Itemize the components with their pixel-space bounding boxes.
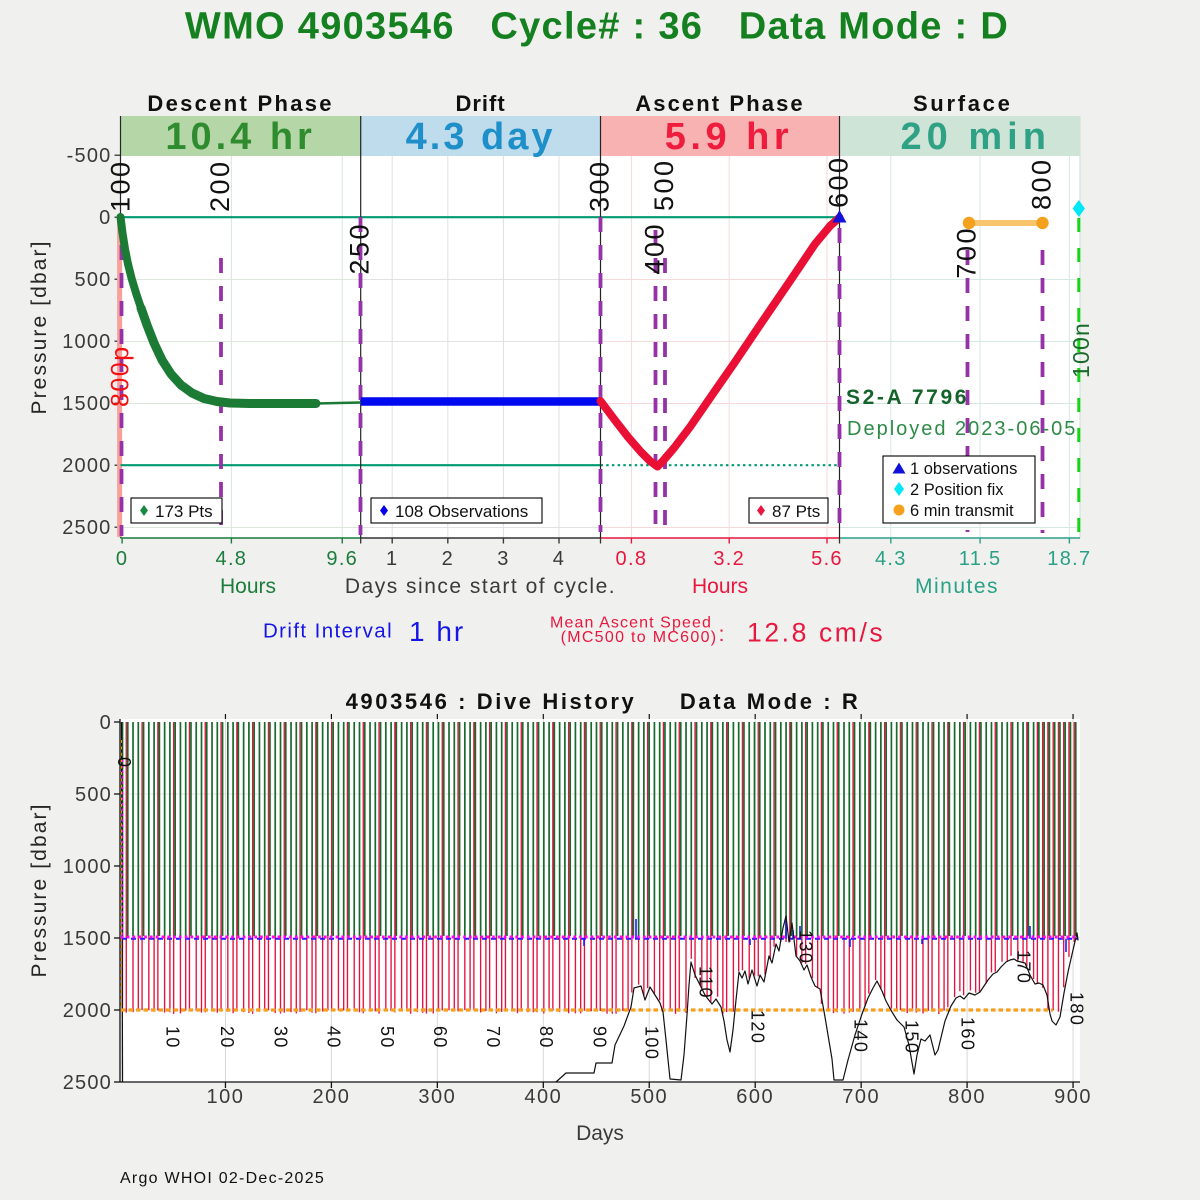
- svg-text:400: 400: [524, 1086, 562, 1108]
- svg-text:50: 50: [377, 1026, 397, 1049]
- svg-text:250: 250: [345, 222, 375, 275]
- svg-text:1500: 1500: [62, 393, 111, 415]
- svg-text:800: 800: [1027, 157, 1057, 210]
- svg-text:1500: 1500: [63, 928, 112, 950]
- svg-text:20: 20: [217, 1026, 237, 1049]
- svg-text:300: 300: [585, 159, 615, 212]
- svg-text:0: 0: [100, 712, 112, 734]
- svg-text:12.8 cm/s: 12.8 cm/s: [747, 618, 885, 648]
- svg-text:Deployed 2023-06-05: Deployed 2023-06-05: [847, 418, 1077, 440]
- svg-text:Hours: Hours: [692, 575, 748, 598]
- svg-text:Days: Days: [576, 1122, 624, 1145]
- svg-text:6 min transmit: 6 min transmit: [910, 502, 1014, 520]
- svg-text:400: 400: [640, 222, 670, 275]
- svg-text:Mean Ascent Speed: Mean Ascent Speed: [550, 615, 712, 632]
- svg-text:900: 900: [1054, 1086, 1092, 1108]
- svg-text:40: 40: [323, 1026, 343, 1049]
- svg-text:Days since start of cycle.: Days since start of cycle.: [345, 575, 616, 598]
- svg-text:Ascent Phase: Ascent Phase: [635, 91, 805, 116]
- svg-text:-500: -500: [67, 145, 112, 167]
- svg-text:173 Pts: 173 Pts: [155, 502, 213, 521]
- svg-text:108 Observations: 108 Observations: [395, 502, 528, 521]
- svg-text:1: 1: [386, 548, 398, 570]
- svg-text:4.8: 4.8: [216, 548, 248, 570]
- svg-text:500: 500: [75, 784, 112, 806]
- svg-text:2500: 2500: [63, 1072, 112, 1094]
- svg-text:3: 3: [497, 548, 509, 570]
- svg-text:Pressure [dbar]: Pressure [dbar]: [28, 802, 51, 977]
- svg-text:2000: 2000: [63, 1000, 112, 1022]
- svg-text:100: 100: [641, 1026, 661, 1060]
- svg-text:Hours: Hours: [220, 575, 276, 598]
- svg-text:500: 500: [75, 269, 112, 291]
- svg-text:2: 2: [442, 548, 454, 570]
- svg-text:(MC500 to MC600): (MC500 to MC600): [561, 629, 718, 646]
- svg-text:800: 800: [948, 1086, 986, 1108]
- svg-text:Descent Phase: Descent Phase: [147, 91, 333, 116]
- svg-text:WMO 4903546 Cycle# : 36 Da: WMO 4903546 Cycle# : 36 Data Mode : D: [185, 6, 1009, 48]
- svg-text:2500: 2500: [62, 517, 111, 539]
- svg-text:500: 500: [649, 158, 679, 211]
- svg-text:Minutes: Minutes: [915, 575, 999, 598]
- svg-text:Surface: Surface: [913, 91, 1013, 116]
- svg-text:70: 70: [483, 1026, 503, 1049]
- svg-text:0.8: 0.8: [616, 548, 648, 570]
- svg-text:4: 4: [553, 548, 565, 570]
- svg-text:5.6: 5.6: [811, 548, 843, 570]
- svg-text:100: 100: [106, 159, 136, 212]
- svg-text:3.2: 3.2: [713, 548, 745, 570]
- svg-text:0: 0: [116, 548, 128, 570]
- svg-text:5.9 hr: 5.9 hr: [665, 116, 793, 158]
- svg-text:80: 80: [536, 1026, 556, 1049]
- svg-text::: :: [719, 623, 725, 646]
- svg-text:130: 130: [795, 930, 815, 964]
- svg-text:Drift Interval: Drift Interval: [263, 620, 393, 643]
- svg-text:10.4 hr: 10.4 hr: [165, 116, 316, 158]
- svg-text:1000: 1000: [62, 331, 111, 353]
- svg-text:90: 90: [589, 1026, 609, 1049]
- svg-text:500: 500: [630, 1086, 668, 1108]
- svg-text:9.6: 9.6: [326, 548, 358, 570]
- svg-text:170: 170: [1013, 950, 1033, 984]
- svg-text:4.3 day: 4.3 day: [406, 116, 556, 158]
- svg-text:120: 120: [747, 1010, 767, 1044]
- svg-text:600: 600: [736, 1086, 774, 1108]
- svg-text:10: 10: [162, 1026, 182, 1049]
- svg-text:200: 200: [312, 1086, 350, 1108]
- svg-text:2 Position fix: 2 Position fix: [910, 481, 1004, 499]
- svg-text:150: 150: [901, 1020, 921, 1054]
- svg-text:200: 200: [205, 159, 235, 212]
- svg-text:87 Pts: 87 Pts: [772, 502, 820, 521]
- svg-text:100: 100: [207, 1086, 245, 1108]
- svg-text:2000: 2000: [62, 455, 111, 477]
- svg-text:Pressure [dbar]: Pressure [dbar]: [28, 239, 51, 414]
- svg-text:180: 180: [1066, 992, 1086, 1026]
- svg-text:100n: 100n: [1068, 322, 1094, 378]
- svg-text:160: 160: [957, 1017, 977, 1051]
- svg-text:140: 140: [850, 1019, 870, 1053]
- svg-text:1 hr: 1 hr: [409, 616, 465, 647]
- svg-text:20 min: 20 min: [901, 116, 1051, 158]
- svg-text:1 observations: 1 observations: [910, 460, 1017, 478]
- svg-text:4.3: 4.3: [875, 548, 907, 570]
- svg-text:60: 60: [430, 1026, 450, 1049]
- svg-text:800p: 800p: [106, 345, 134, 407]
- svg-text:4903546 : Dive History Dat: 4903546 : Dive History Data Mode : R: [346, 689, 861, 714]
- svg-text:300: 300: [418, 1086, 456, 1108]
- svg-text:18.7: 18.7: [1047, 548, 1091, 570]
- svg-text:600: 600: [824, 155, 854, 208]
- svg-text:700: 700: [952, 226, 982, 279]
- svg-text:Drift: Drift: [455, 91, 505, 116]
- svg-text:S2-A 7796: S2-A 7796: [846, 386, 969, 409]
- svg-text:0: 0: [114, 757, 134, 768]
- svg-text:1000: 1000: [63, 856, 112, 878]
- svg-text:700: 700: [842, 1086, 880, 1108]
- svg-text:30: 30: [270, 1026, 290, 1049]
- svg-text:0: 0: [99, 207, 111, 229]
- svg-text:11.5: 11.5: [959, 548, 1002, 570]
- svg-text:110: 110: [695, 966, 715, 999]
- svg-text:Argo WHOI 02-Dec-2025: Argo WHOI 02-Dec-2025: [120, 1170, 325, 1187]
